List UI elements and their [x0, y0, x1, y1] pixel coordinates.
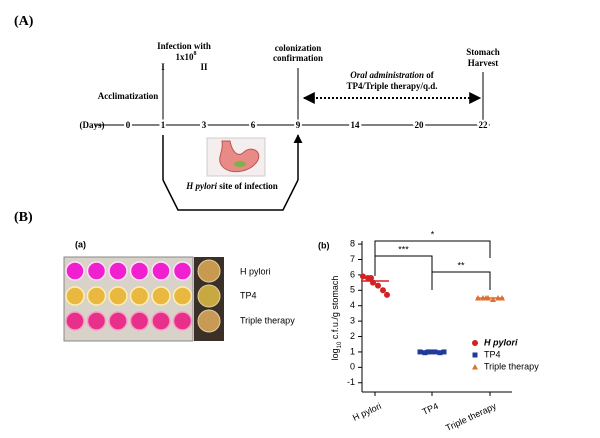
point — [437, 350, 443, 356]
y-tick-label: 8 — [350, 238, 355, 248]
well — [65, 286, 85, 306]
day-label: 6 — [251, 120, 256, 130]
x-tick-label: TP4 — [421, 401, 440, 417]
y-tick-label: 0 — [350, 362, 355, 372]
y-tick-label: 1 — [350, 346, 355, 356]
sig-label: ** — [457, 260, 465, 270]
point — [380, 287, 386, 294]
bracket — [162, 179, 299, 211]
y-tick-label: 4 — [350, 300, 355, 310]
event-label: Harvest — [468, 58, 499, 68]
day-label: 9 — [296, 120, 301, 130]
event-label: 1x108 — [176, 51, 197, 62]
legend-label: TP4 — [484, 349, 501, 359]
y-tick-label: 7 — [350, 254, 355, 264]
well — [129, 261, 150, 281]
well — [86, 311, 107, 331]
point — [360, 273, 366, 280]
event-label: Oral administration of — [350, 70, 435, 80]
well — [129, 286, 150, 306]
well — [151, 261, 171, 281]
point — [375, 282, 381, 289]
x-tick-label: H pylori — [351, 401, 383, 423]
event-label: Infection with — [157, 41, 211, 51]
event-mark: I — [161, 62, 165, 72]
day-label: 3 — [202, 120, 207, 130]
day-label: 20 — [415, 120, 425, 130]
well — [108, 261, 128, 281]
plate — [197, 259, 221, 283]
point — [422, 350, 428, 356]
well — [65, 261, 85, 281]
sig-label: *** — [398, 244, 409, 254]
event-label: confirmation — [273, 53, 323, 63]
row-label: Triple therapy — [240, 315, 295, 325]
well — [151, 311, 171, 331]
event-label: TP4/Triple therapy/q.d. — [346, 81, 437, 91]
y-tick-label: -1 — [347, 377, 355, 387]
well — [86, 286, 107, 306]
subpanel-label: (b) — [318, 240, 330, 250]
row-label: TP4 — [240, 290, 257, 300]
sig-bracket — [431, 271, 491, 290]
well — [151, 286, 171, 306]
sig-bracket — [374, 255, 433, 276]
well — [172, 311, 193, 331]
legend-label: H pylori — [484, 337, 518, 347]
sig-bracket — [374, 240, 491, 258]
well — [172, 286, 193, 306]
y-axis-label: log10 c.f.u./g stomach — [330, 276, 342, 361]
point — [384, 291, 390, 298]
arrow — [162, 135, 298, 180]
point — [472, 364, 478, 370]
event-label: Stomach — [466, 47, 500, 57]
point — [368, 274, 374, 281]
days-label: (Days) — [80, 120, 105, 130]
stomach-icon — [206, 137, 266, 177]
event-label: Acclimatization — [98, 91, 158, 101]
panel-label: (A) — [14, 14, 34, 29]
site-label: H pylori site of infection — [185, 181, 278, 191]
day-label: 0 — [126, 120, 131, 130]
well — [172, 261, 193, 281]
x-tick-label: Triple therapy — [444, 401, 498, 433]
y-tick-label: 2 — [350, 331, 355, 341]
well — [129, 311, 150, 331]
day-label: 14 — [351, 120, 361, 130]
event-label: colonization — [275, 43, 322, 53]
well — [65, 311, 85, 331]
day-label: 1 — [161, 120, 166, 130]
well — [108, 311, 128, 331]
plate — [197, 309, 221, 333]
y-tick-label: 5 — [350, 285, 355, 295]
subpanel-label: (a) — [75, 239, 86, 249]
point — [472, 352, 478, 358]
point — [472, 340, 478, 346]
day-label: 22 — [479, 120, 489, 130]
y-tick-label: 3 — [350, 315, 355, 325]
sig-label: * — [431, 229, 435, 239]
panel-label: (B) — [14, 210, 33, 225]
event-mark: II — [200, 62, 208, 72]
plate — [197, 284, 221, 308]
row-label: H pylori — [240, 266, 271, 276]
plate-photo — [63, 256, 224, 342]
y-tick-label: 6 — [350, 269, 355, 279]
well — [86, 261, 107, 281]
legend-label: Triple therapy — [484, 361, 539, 371]
point — [490, 296, 496, 303]
well — [108, 286, 128, 306]
